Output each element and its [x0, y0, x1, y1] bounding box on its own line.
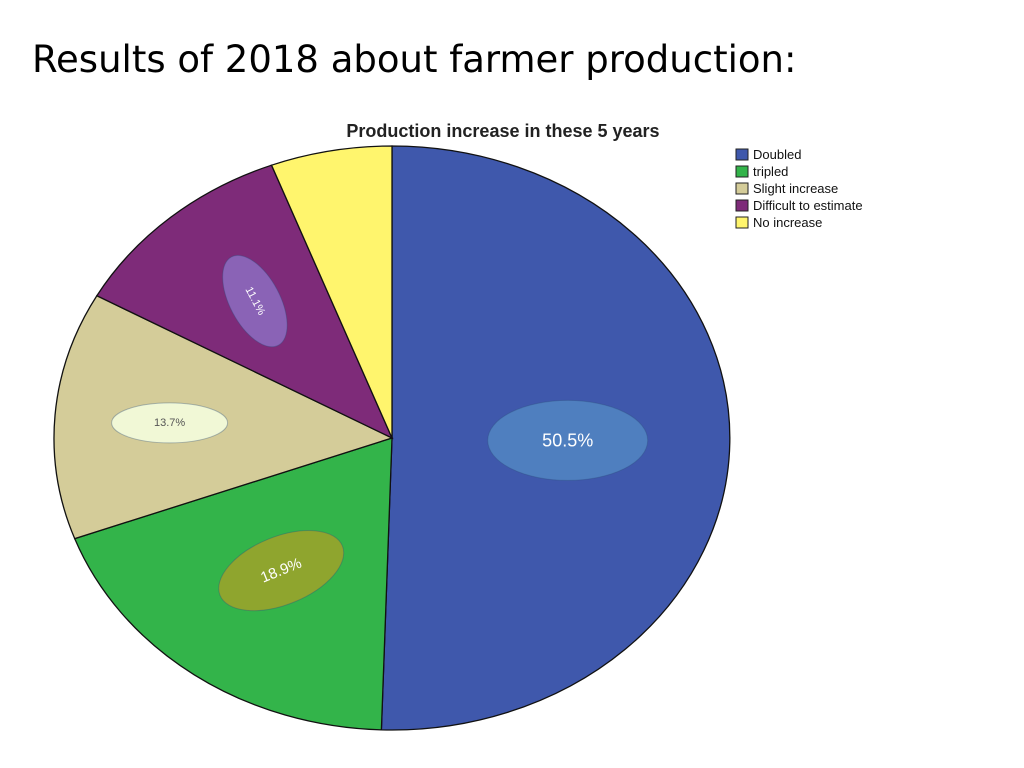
slide-title: Results of 2018 about farmer production:: [32, 38, 797, 81]
data-label-badge: [111, 402, 229, 444]
chart-title: Production increase in these 5 years: [346, 121, 659, 141]
legend-label-no-increase: No increase: [753, 215, 822, 230]
pie-slice-no-increase: [270, 145, 393, 439]
data-label-difficult-to-estimate: 11.1%: [222, 254, 288, 348]
data-label-text: 50.5%: [542, 430, 593, 450]
data-label-doubled: 50.5%: [487, 399, 649, 481]
data-label-text: 13.7%: [154, 417, 185, 429]
chart-legend: Doubled tripled Slight increase Difficult t…: [735, 147, 863, 230]
legend-label-doubled: Doubled: [753, 147, 801, 162]
data-label-badge: [487, 399, 649, 481]
legend-label-tripled: tripled: [753, 164, 788, 179]
data-label-tripled: 18.9%: [218, 530, 345, 612]
legend-swatch-doubled: [735, 148, 749, 161]
data-label-badge: [222, 254, 288, 348]
legend-swatch-slight-increase: [735, 182, 749, 195]
legend-swatch-difficult-to-estimate: [735, 199, 749, 212]
legend-swatch-tripled: [735, 165, 749, 178]
legend-label-difficult-to-estimate: Difficult to estimate: [753, 198, 863, 213]
legend-swatch-no-increase: [735, 216, 749, 229]
pie-data-labels: 50.5% 18.9% 13.7% 11.1%: [111, 254, 649, 612]
data-label-slight-increase: 13.7%: [111, 402, 229, 444]
data-label-badge: [218, 530, 345, 612]
legend-label-slight-increase: Slight increase: [753, 181, 838, 196]
